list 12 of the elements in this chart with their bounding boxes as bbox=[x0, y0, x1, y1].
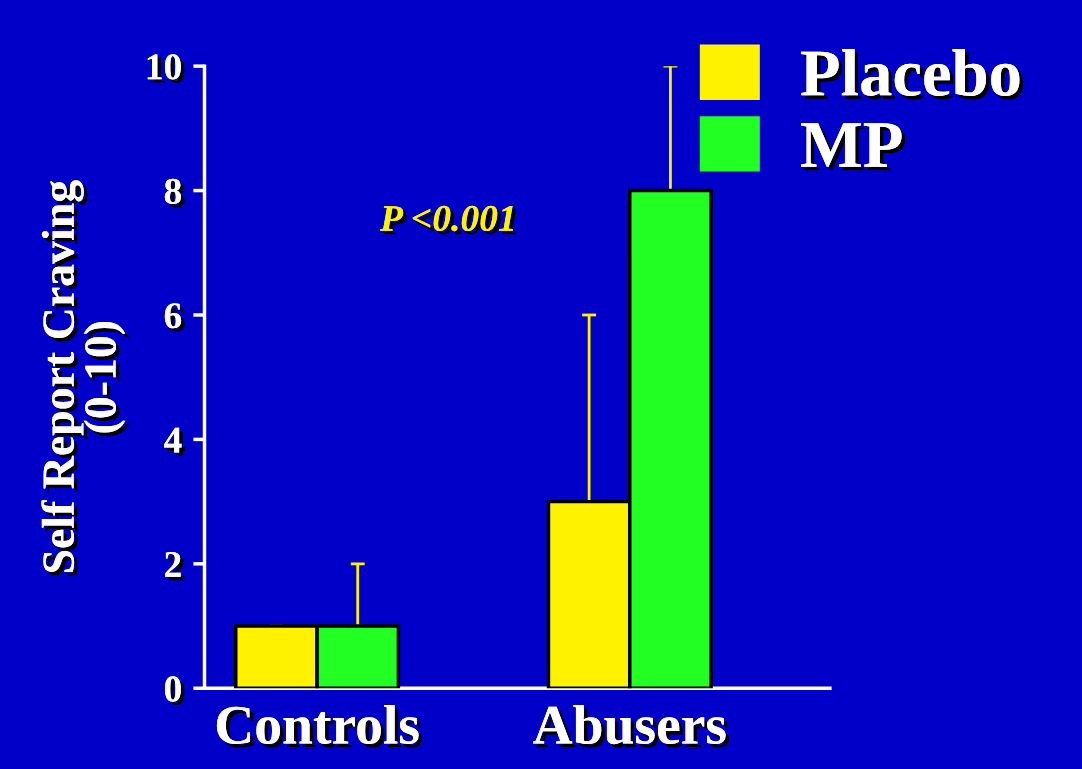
annotation: P <0.001 bbox=[380, 205, 517, 235]
x-tick-label: Abusers bbox=[533, 704, 730, 748]
y-tick-label: 0 bbox=[164, 676, 185, 706]
legend-label: Placebo bbox=[800, 49, 1023, 100]
y-tick-label: 10 bbox=[147, 54, 185, 83]
legend-label: MP bbox=[800, 123, 906, 171]
x-tick-label: Controls bbox=[216, 704, 423, 748]
y-axis-title: Self Report Craving (0-10) bbox=[41, 180, 129, 576]
y-tick-label: 4 bbox=[164, 427, 186, 456]
y-tick-label: 6 bbox=[164, 303, 185, 332]
y-tick-label: 8 bbox=[164, 178, 185, 208]
y-tick-label: 2 bbox=[165, 552, 185, 581]
